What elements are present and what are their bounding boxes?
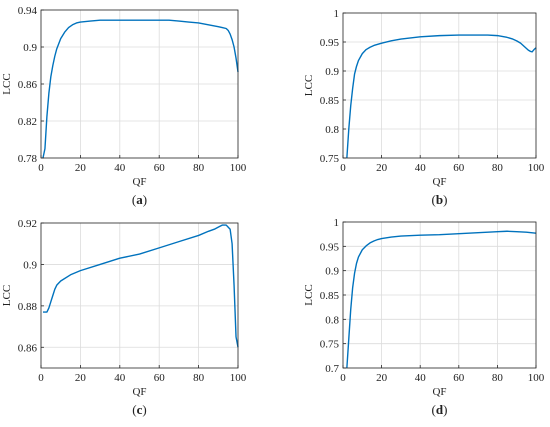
x-axis-label-b: QF	[432, 176, 446, 188]
panel-paren-close-a: )	[143, 192, 147, 207]
chart-panel-c: 0 20 40 60 80 100 0.86 0.88 0.9 0.92 QF LCC (c)	[1, 218, 247, 417]
x-tick-label-a-3: 60	[154, 162, 166, 174]
y-tick-label-b-2: 0.85	[320, 95, 340, 107]
x-tick-label-c-5: 100	[230, 372, 247, 384]
x-tick-label-c-2: 40	[114, 372, 126, 384]
panel-letter-a: a	[136, 192, 143, 207]
chart-panel-b: 0 20 40 60 80 100 0.75 0.8 0.85 0.9 0.95 1 QF LCC (b)	[303, 8, 545, 207]
x-tick-label-a-1: 20	[75, 162, 87, 174]
x-axis-label-a: QF	[132, 176, 146, 188]
x-tick-label-b-3: 60	[453, 162, 465, 174]
x-tick-label-b-4: 80	[492, 162, 504, 174]
x-tick-label-d-2: 40	[415, 372, 427, 384]
x-tick-label-b-5: 100	[528, 162, 545, 174]
axis-frame-c	[40, 222, 239, 369]
y-tick-label-a-2: 0.86	[18, 79, 38, 91]
axis-frame-b	[342, 12, 537, 159]
y-tick-label-a-1: 0.82	[18, 116, 37, 128]
y-tick-label-d-5: 0.95	[320, 241, 340, 253]
x-tick-label-b-0: 0	[340, 162, 346, 174]
x-tick-label-b-2: 40	[415, 162, 427, 174]
x-axis-label-d: QF	[432, 386, 446, 398]
series-line-d-0	[346, 230, 537, 369]
x-tick-label-d-4: 80	[492, 372, 504, 384]
y-tick-label-d-4: 0.9	[325, 266, 339, 278]
x-tick-label-a-5: 100	[230, 162, 247, 174]
y-tick-label-c-1: 0.88	[18, 301, 38, 313]
panel-letter-d: d	[436, 402, 444, 417]
y-tick-label-c-2: 0.9	[23, 259, 37, 271]
y-tick-label-d-1: 0.75	[320, 339, 340, 351]
series-line-a-0	[42, 19, 239, 159]
y-axis-label-d: LCC	[303, 284, 315, 305]
panel-paren-open-a: (	[132, 192, 136, 207]
x-tick-label-a-2: 40	[114, 162, 126, 174]
y-axis-label-c: LCC	[1, 285, 13, 306]
panel-paren-open-b: (	[432, 192, 436, 207]
x-axis-label-c: QF	[132, 386, 146, 398]
y-tick-label-b-0: 0.75	[320, 153, 340, 165]
y-tick-label-a-3: 0.9	[23, 42, 37, 54]
y-tick-label-a-4: 0.94	[18, 5, 38, 17]
panel-label-d: (d)	[432, 402, 448, 417]
series-line-c-0	[42, 224, 239, 348]
y-tick-label-b-4: 0.95	[320, 37, 340, 49]
panel-label-b: (b)	[432, 192, 448, 207]
y-axis-label-b: LCC	[303, 75, 315, 96]
panel-letter-c: c	[137, 402, 143, 417]
plot-area-b	[343, 13, 536, 158]
panel-paren-close-c: )	[142, 402, 146, 417]
x-tick-label-d-3: 60	[453, 372, 465, 384]
x-tick-label-d-0: 0	[340, 372, 346, 384]
chart-panel-d: 0 20 40 60 80 100 0.7 0.75 0.8 0.85 0.9 0.95 1 QF LCC (…	[303, 217, 545, 417]
y-tick-label-b-1: 0.8	[325, 124, 339, 136]
x-tick-label-a-4: 80	[193, 162, 205, 174]
y-tick-label-d-6: 1	[334, 217, 340, 229]
x-tick-label-b-1: 20	[376, 162, 388, 174]
y-tick-label-c-3: 0.92	[18, 218, 37, 230]
panel-paren-open-d: (	[432, 402, 436, 417]
x-tick-label-c-4: 80	[193, 372, 205, 384]
panel-label-a: (a)	[132, 192, 147, 207]
y-tick-label-d-3: 0.85	[320, 290, 340, 302]
chart-panel-a: 0 20 40 60 80 100 0.78 0.82 0.86 0.9 0.94 QF LCC (a)	[1, 5, 247, 207]
x-tick-label-a-0: 0	[38, 162, 44, 174]
y-tick-label-d-2: 0.8	[325, 314, 339, 326]
plot-area-c	[41, 223, 238, 368]
y-tick-label-a-0: 0.78	[18, 153, 38, 165]
x-tick-label-c-1: 20	[75, 372, 87, 384]
x-tick-label-c-3: 60	[154, 372, 166, 384]
x-tick-label-d-1: 20	[376, 372, 388, 384]
panel-paren-close-d: )	[443, 402, 447, 417]
y-tick-label-d-0: 0.7	[325, 363, 339, 375]
y-axis-label-a: LCC	[1, 73, 13, 94]
x-tick-label-d-5: 100	[528, 372, 545, 384]
panel-paren-close-b: )	[443, 192, 447, 207]
series-line-b-0	[346, 34, 537, 159]
y-tick-label-b-5: 1	[334, 8, 340, 20]
panel-paren-open-c: (	[132, 402, 136, 417]
panel-letter-b: b	[436, 192, 443, 207]
x-tick-label-c-0: 0	[38, 372, 44, 384]
panel-label-c: (c)	[132, 402, 146, 417]
y-tick-label-b-3: 0.9	[325, 66, 339, 78]
y-tick-label-c-0: 0.86	[18, 342, 38, 354]
